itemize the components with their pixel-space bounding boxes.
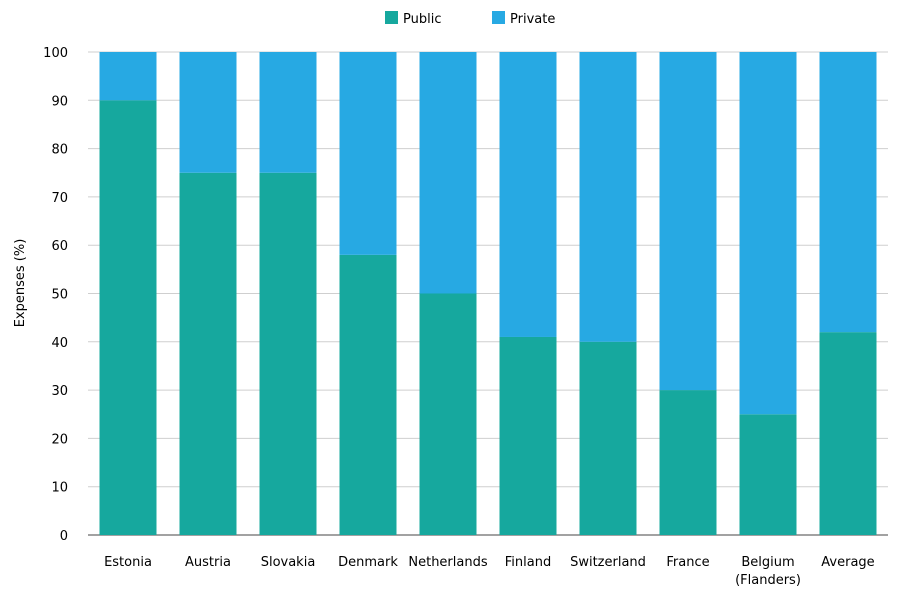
bar-public	[499, 336, 557, 535]
bar-private	[819, 52, 877, 333]
legend: Public Private	[385, 11, 555, 27]
y-tick-label: 40	[51, 336, 68, 351]
bar-private	[99, 52, 157, 101]
x-tick-label: France	[666, 555, 709, 570]
x-axis-ticks: Estonia Austria Slovakia Denmark Netherlands…	[104, 555, 875, 588]
bar-private	[259, 52, 317, 173]
bar-private	[339, 52, 397, 255]
legend-label-private: Private	[510, 12, 555, 27]
y-axis-ticks: 0 10 20 30 40 50 60 70 80 90 100	[43, 46, 68, 544]
y-tick-label: 80	[51, 143, 68, 158]
bar-private	[419, 52, 477, 294]
y-tick-label: 30	[51, 384, 68, 399]
bar-public	[339, 254, 397, 536]
x-tick-label: (Flanders)	[735, 573, 801, 588]
y-tick-label: 50	[51, 288, 68, 303]
bar-private	[659, 52, 717, 391]
legend-label-public: Public	[403, 12, 441, 27]
x-tick-label: Denmark	[338, 555, 398, 570]
y-tick-label: 20	[51, 432, 68, 447]
bar-public	[259, 172, 317, 535]
bar-public	[579, 341, 637, 535]
x-tick-label: Slovakia	[261, 555, 316, 570]
legend-swatch-private	[492, 11, 505, 24]
x-tick-label: Austria	[185, 555, 231, 570]
bar-public	[659, 390, 717, 535]
bar-private	[739, 52, 797, 415]
bar-public	[819, 332, 877, 535]
bar-public	[419, 293, 477, 535]
x-tick-label: Finland	[505, 555, 551, 570]
bar-public	[99, 100, 157, 536]
y-tick-label: 10	[51, 481, 68, 496]
legend-swatch-public	[385, 11, 398, 24]
bar-private	[179, 52, 237, 173]
bar-public	[179, 172, 237, 535]
y-axis-title: Expenses (%)	[13, 239, 28, 328]
y-tick-label: 90	[51, 94, 68, 109]
bars	[99, 52, 877, 536]
y-tick-label: 70	[51, 191, 68, 206]
bar-private	[579, 52, 637, 342]
y-tick-label: 0	[60, 529, 68, 544]
x-tick-label: Switzerland	[570, 555, 646, 570]
x-tick-label: Netherlands	[408, 555, 487, 570]
x-tick-label: Belgium	[741, 555, 794, 570]
bar-public	[739, 414, 797, 535]
y-tick-label: 60	[51, 239, 68, 254]
x-tick-label: Average	[821, 555, 874, 570]
bar-private	[499, 52, 557, 337]
x-tick-label: Estonia	[104, 555, 152, 570]
y-tick-label: 100	[43, 46, 68, 61]
